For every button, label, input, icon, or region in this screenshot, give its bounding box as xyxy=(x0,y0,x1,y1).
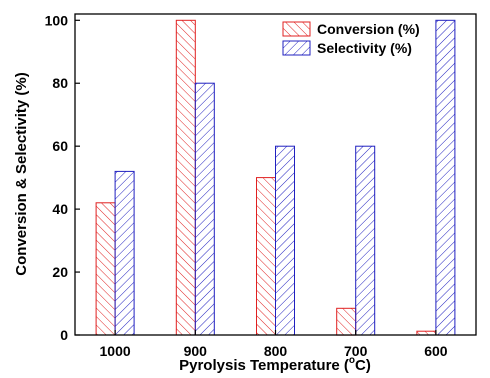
y-tick-label-80: 80 xyxy=(52,75,68,91)
x-tick-label-700: 700 xyxy=(344,343,368,359)
bars-layer xyxy=(95,19,456,336)
legend: Conversion (%) Selectivity (%) xyxy=(282,21,420,56)
x-tick-label-1000: 1000 xyxy=(100,343,131,359)
x-axis-title-degree: o xyxy=(349,355,355,366)
legend-swatch-conversion xyxy=(282,21,311,37)
x-axis-title-unit: C) xyxy=(355,357,371,374)
y-tick-label-0: 0 xyxy=(60,327,68,343)
y-axis-title: Conversion & Selectivity (%) xyxy=(13,72,30,275)
bar-conversion-1000 xyxy=(95,202,116,336)
plot-frame xyxy=(74,13,477,336)
x-axis-title: Pyrolysis Temperature (oC) xyxy=(179,355,371,374)
y-tick-label-60: 60 xyxy=(52,138,68,154)
bar-selectivity-900 xyxy=(194,82,215,336)
x-tick-label-600: 600 xyxy=(424,343,448,359)
bar-selectivity-700 xyxy=(355,145,376,336)
bar-conversion-900 xyxy=(175,19,196,336)
legend-label-selectivity: Selectivity (%) xyxy=(317,40,412,56)
bar-conversion-700 xyxy=(336,307,357,336)
bar-selectivity-1000 xyxy=(114,170,135,336)
bar-selectivity-800 xyxy=(275,145,295,336)
legend-label-conversion: Conversion (%) xyxy=(317,21,420,37)
ticks-layer: 1000 900 800 700 600 0 20 40 60 80 100 xyxy=(45,12,448,359)
legend-swatch-selectivity xyxy=(282,40,311,56)
x-axis-title-main: Pyrolysis Temperature ( xyxy=(179,357,349,374)
y-tick-label-100: 100 xyxy=(45,12,69,28)
y-tick-label-20: 20 xyxy=(52,264,68,280)
x-tick-label-800: 800 xyxy=(264,343,288,359)
x-tick-label-900: 900 xyxy=(184,343,208,359)
bar-selectivity-600 xyxy=(435,19,456,336)
y-tick-label-40: 40 xyxy=(52,201,68,217)
bar-conversion-800 xyxy=(256,177,276,336)
